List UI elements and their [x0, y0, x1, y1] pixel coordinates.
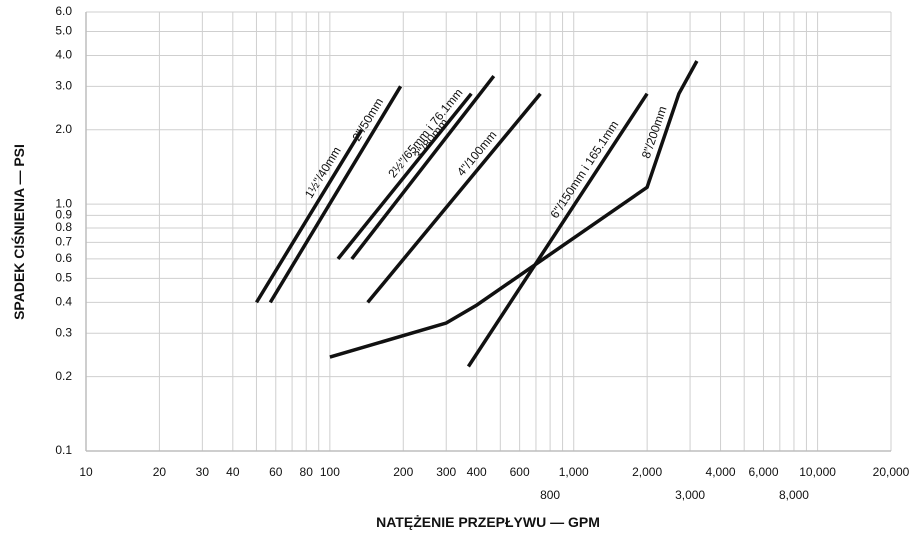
x-tick-label: 4,000	[706, 465, 736, 479]
y-tick-label: 0.8	[55, 220, 72, 234]
x-tick-label: 3,000	[675, 488, 705, 502]
y-tick-label: 5.0	[55, 24, 72, 38]
x-tick-label: 6,000	[748, 465, 778, 479]
y-tick-label: 0.9	[55, 208, 72, 222]
y-tick-label: 1.0	[55, 196, 72, 210]
y-tick-label: 6.0	[55, 4, 72, 18]
x-tick-label: 600	[510, 465, 530, 479]
y-tick-label: 0.5	[55, 271, 72, 285]
x-tick-label: 80	[300, 465, 314, 479]
x-tick-label: 10	[79, 465, 93, 479]
x-tick-label: 1,000	[559, 465, 589, 479]
y-tick-label: 0.6	[55, 251, 72, 265]
y-tick-label: 0.7	[55, 235, 72, 249]
y-tick-label: 0.2	[55, 369, 72, 383]
x-tick-label: 300	[436, 465, 456, 479]
y-tick-label: 0.1	[55, 443, 72, 457]
x-tick-label: 20,000	[873, 465, 910, 479]
y-tick-label: 4.0	[55, 48, 72, 62]
series-line	[329, 60, 699, 359]
series-label: 6"/150mm i 165.1mm	[547, 118, 621, 221]
series-line	[336, 92, 473, 260]
series-line	[255, 128, 364, 304]
x-tick-label: 400	[467, 465, 487, 479]
y-tick-label: 3.0	[55, 78, 72, 92]
y-tick-label: 2.0	[55, 122, 72, 136]
y-tick-label: 0.4	[55, 295, 72, 309]
x-tick-label: 60	[269, 465, 283, 479]
series-line	[268, 85, 403, 304]
series-line	[366, 92, 542, 304]
y-tick-label: 0.3	[55, 325, 72, 339]
grid	[85, 11, 892, 452]
x-tick-label: 800	[540, 488, 560, 502]
x-tick-label: 20	[153, 465, 167, 479]
x-tick-label: 10,000	[799, 465, 836, 479]
x-tick-label: 200	[393, 465, 413, 479]
x-axis-title: NATĘŻENIE PRZEPŁYWU — GPM	[376, 514, 600, 530]
series-line	[350, 75, 496, 260]
x-tick-label: 100	[320, 465, 340, 479]
x-tick-label: 40	[226, 465, 240, 479]
x-tick-label: 30	[196, 465, 210, 479]
x-tick-label: 2,000	[632, 465, 662, 479]
x-tick-label: 8,000	[779, 488, 809, 502]
y-axis-title: SPADEK CIŚNIENIA — PSI	[10, 144, 27, 320]
series-line	[466, 92, 649, 368]
